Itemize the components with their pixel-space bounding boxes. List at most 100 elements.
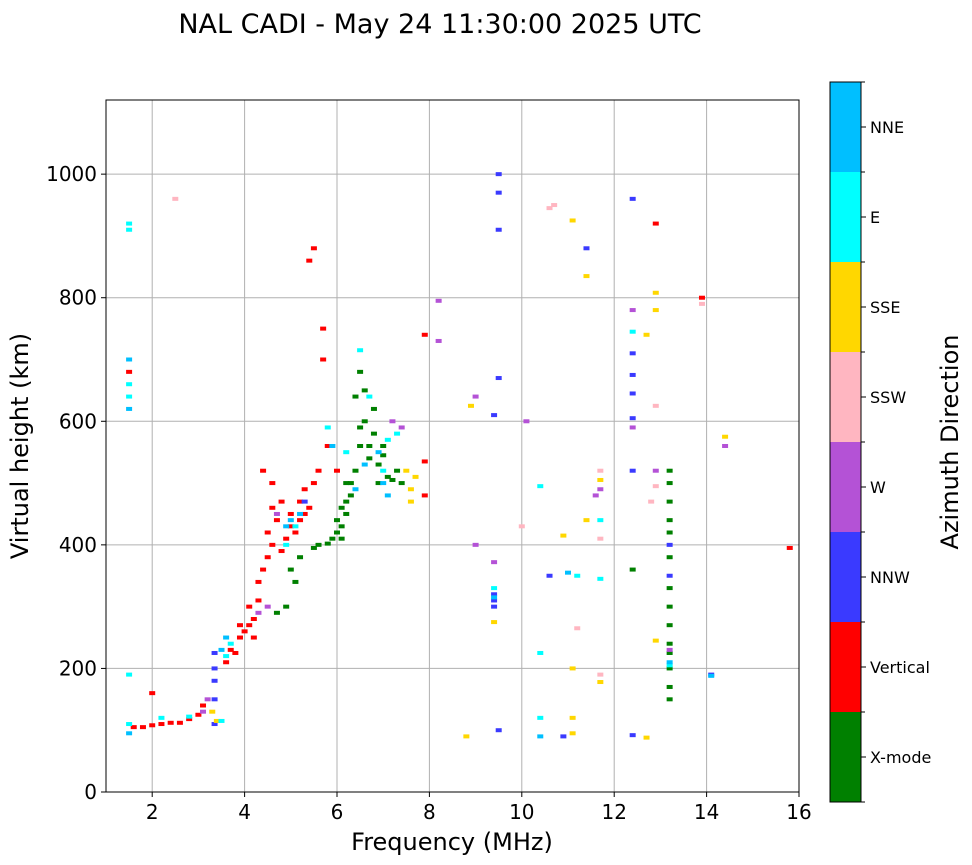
data-point [666,697,673,702]
data-point [126,722,133,727]
data-point [495,728,502,733]
data-point [518,524,525,529]
data-point [666,684,673,689]
data-point [403,468,410,473]
x-tick-label: 10 [509,800,534,824]
data-point [407,487,414,492]
colorbar-tick-label: X-mode [870,748,931,767]
data-point [329,444,336,448]
data-point [375,462,382,467]
data-point [666,663,673,668]
data-point [629,733,636,738]
data-point [227,647,234,652]
data-point [186,717,193,722]
grid-lines [106,100,800,793]
data-point [283,604,290,609]
data-point [592,493,599,498]
data-point [255,598,262,603]
data-point [380,468,387,473]
data-point [352,394,359,399]
data-point [786,545,793,550]
data-point [629,567,636,572]
data-point [357,369,364,374]
data-point [200,703,207,708]
data-point [301,499,308,504]
data-point [537,734,544,739]
data-point [278,499,285,504]
data-point [370,406,377,411]
colorbar-tick-label: W [870,478,886,497]
data-point [666,604,673,609]
y-axis-ticks: 0 200 400 600 800 1000 [46,162,106,804]
data-point [324,541,331,546]
y-tick-label: 400 [59,533,97,557]
data-point [597,468,604,473]
data-point [246,623,253,628]
data-point [269,505,276,510]
data-point [324,444,331,448]
colorbar-tick-label: NNW [870,568,910,587]
colorbar-tick-label: E [870,208,880,227]
data-point [384,437,391,442]
data-point [643,332,650,337]
data-point [186,714,193,719]
data-point [467,403,474,408]
data-point [273,511,280,516]
data-point [357,425,364,430]
data-point [435,298,442,303]
data-point [389,477,396,482]
data-point [357,348,364,353]
data-point [394,431,401,436]
data-point [126,369,133,374]
data-point [666,660,673,665]
data-point [370,431,377,436]
x-tick-label: 6 [331,800,344,824]
colorbar-segment [830,172,861,262]
data-point [375,481,382,486]
data-point [629,425,636,430]
data-point [708,673,715,678]
data-point [338,524,345,529]
data-point [297,555,304,560]
colorbar-segment [830,712,861,802]
data-point [334,468,340,473]
data-point [126,394,133,399]
data-point [629,308,636,313]
y-tick-label: 600 [59,409,97,433]
data-point [597,536,604,541]
data-point [292,530,299,535]
data-point [297,518,304,523]
data-point [352,468,359,473]
data-point [583,518,590,523]
data-point [491,598,498,603]
data-point [666,530,673,535]
data-point [666,573,673,578]
data-point [264,604,271,609]
data-point [264,555,271,560]
data-point [236,635,243,640]
data-point [269,481,276,486]
data-point [398,425,405,430]
data-point [597,672,604,677]
data-point [347,493,354,498]
colorbar-tick-label: NNE [870,118,904,137]
data-point [523,419,530,424]
colorbar-segment [830,532,861,622]
data-point [292,579,299,584]
data-point [666,666,673,671]
data-point [652,290,659,295]
data-point [652,221,659,226]
data-point [227,641,234,646]
data-point [310,481,317,486]
data-point [324,425,331,430]
data-point [666,481,673,486]
data-point [264,530,271,535]
data-point [320,326,327,331]
series-x-mode [273,369,673,702]
colorbar-segment [830,82,861,172]
colorbar-segment [830,352,861,442]
x-tick-label: 12 [601,800,626,824]
data-point [412,474,419,479]
data-point [149,691,156,696]
data-point [597,487,604,492]
